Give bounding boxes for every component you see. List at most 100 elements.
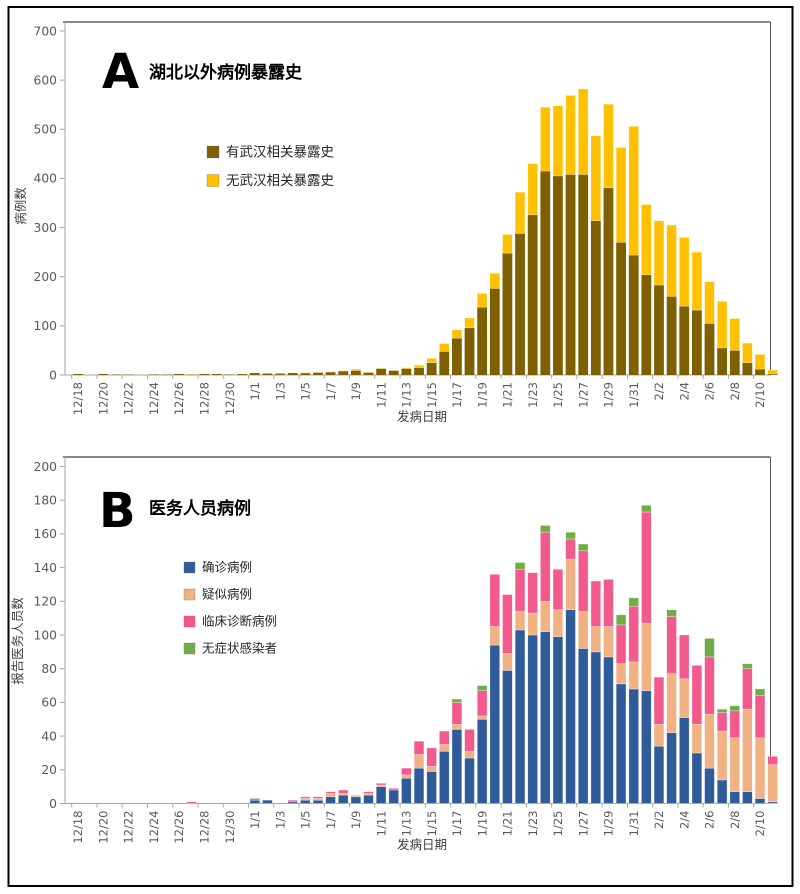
x-tick-label: 1/11 xyxy=(374,382,388,408)
bar-segment xyxy=(350,368,362,371)
bar-segment xyxy=(540,106,551,172)
bar-segment xyxy=(426,362,437,375)
bar-segment xyxy=(742,791,753,804)
bar-segment xyxy=(615,663,627,685)
bar-segment xyxy=(767,764,778,803)
bar-segment xyxy=(502,653,513,671)
bar-segment xyxy=(628,661,639,690)
bar-segment xyxy=(704,281,715,324)
bar-segment xyxy=(98,374,109,375)
bar-segment xyxy=(767,374,778,375)
bar-segment xyxy=(577,611,589,649)
bar-segment xyxy=(439,730,450,745)
bar-segment xyxy=(615,624,627,664)
y-tick-label: 200 xyxy=(34,460,57,474)
bar-segment xyxy=(426,771,437,804)
bar-segment xyxy=(742,342,753,364)
bar-segment xyxy=(704,638,715,658)
bar-segment xyxy=(249,373,260,375)
bar-segment xyxy=(527,612,538,636)
bar-segment xyxy=(666,732,677,804)
panel-a-exposure-history-chart: 0 100 200 300 400 500 600 700 12/18 12/20 12/22 12/… xyxy=(13,21,778,424)
bar-segment xyxy=(464,750,475,759)
bar-segment xyxy=(401,367,412,369)
bar-segment xyxy=(287,799,298,803)
bar-segment xyxy=(754,354,766,370)
legend-label: 确诊病例 xyxy=(202,560,252,575)
bar-segment xyxy=(704,767,715,804)
bar-segment xyxy=(717,347,728,375)
bar-segment xyxy=(489,626,500,646)
bar-segment xyxy=(439,750,450,804)
bar-segment xyxy=(527,163,538,216)
legend-swatch xyxy=(183,588,196,601)
bar-segment xyxy=(413,754,425,769)
bar-segment xyxy=(476,293,488,308)
legend-label: 有武汉相关暴露史 xyxy=(226,145,334,161)
bar-segment xyxy=(363,794,374,804)
bar-segment xyxy=(552,105,564,177)
bar-segment xyxy=(401,774,412,779)
bar-segment xyxy=(527,634,538,804)
bar-segment xyxy=(628,606,639,663)
bar-segment xyxy=(679,634,690,680)
x-tick-label: 1/29 xyxy=(602,382,616,408)
x-tick-label: 2/4 xyxy=(677,382,691,401)
bar-segment xyxy=(729,350,740,375)
bar-segment xyxy=(388,789,399,804)
bar-segment xyxy=(691,310,702,375)
bar-segment xyxy=(590,220,601,375)
bar-segment xyxy=(489,272,500,289)
bar-segment xyxy=(729,318,740,351)
bar-segment xyxy=(540,600,551,632)
bar-segment xyxy=(754,695,766,739)
bar-segment xyxy=(350,796,362,804)
bar-segment xyxy=(754,688,766,696)
bar-segment xyxy=(742,362,753,375)
bar-segment xyxy=(249,799,261,804)
bar-segment xyxy=(350,794,362,798)
bar-segment xyxy=(654,285,664,375)
y-tick-label: 0 xyxy=(49,368,57,382)
x-tick-label: 1/1 xyxy=(248,382,262,401)
x-tick-label: 1/31 xyxy=(627,382,641,408)
bar-segment xyxy=(388,370,399,375)
bar-segment xyxy=(464,327,475,375)
x-tick-label: 1/11 xyxy=(374,811,388,837)
bar-segment xyxy=(540,531,551,602)
bar-segment xyxy=(666,296,677,375)
legend-swatch xyxy=(183,642,196,655)
bar-segment xyxy=(338,794,349,804)
bar-segment xyxy=(262,799,273,804)
bar-segment xyxy=(577,648,589,804)
x-tick-label: 2/6 xyxy=(703,382,717,401)
panel-letter: B xyxy=(99,483,136,539)
bar-segment xyxy=(704,713,715,769)
x-tick-label: 12/28 xyxy=(198,382,212,415)
bar-segment xyxy=(413,767,425,804)
bar-segment xyxy=(590,135,602,221)
bar-segment xyxy=(186,801,197,804)
bar-segment xyxy=(363,372,374,375)
bar-segment xyxy=(514,629,526,804)
bar-segment xyxy=(641,204,652,276)
bar-segment xyxy=(527,214,538,375)
bar-segment xyxy=(565,558,576,611)
bar-segment xyxy=(729,705,740,712)
bar-segment xyxy=(641,511,652,624)
bar-segment xyxy=(439,351,450,375)
bar-segment xyxy=(641,622,652,691)
bar-segment xyxy=(729,737,740,793)
x-tick-label: 2/4 xyxy=(677,811,691,830)
bar-segment xyxy=(691,752,703,804)
bar-segment xyxy=(515,233,525,375)
bar-segment xyxy=(514,568,526,612)
x-tick-label: 1/5 xyxy=(299,811,313,830)
x-tick-label: 1/17 xyxy=(450,382,464,408)
bar-segment xyxy=(742,668,753,710)
bar-segment xyxy=(666,673,677,734)
bar-segment xyxy=(476,718,488,804)
bar-segment xyxy=(439,343,450,352)
bar-segment xyxy=(679,237,690,307)
